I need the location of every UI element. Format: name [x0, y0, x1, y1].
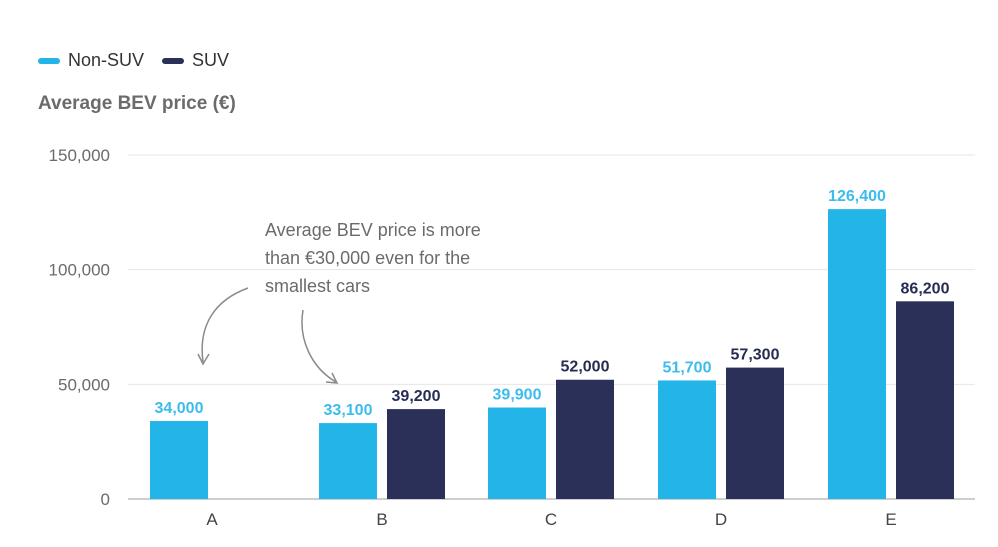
bar-non-suv-A [150, 421, 208, 499]
bar-suv-C [556, 379, 614, 499]
data-label-non-suv-E: 126,400 [828, 188, 886, 205]
annotation-line-3: smallest cars [265, 276, 370, 296]
data-label-suv-B: 39,200 [392, 388, 441, 405]
data-label-non-suv-B: 33,100 [324, 402, 373, 419]
data-label-non-suv-D: 51,700 [663, 359, 712, 376]
bar-non-suv-E [828, 209, 886, 499]
y-tick-label-150000: 150,000 [49, 146, 110, 165]
y-tick-label-50000: 50,000 [58, 375, 110, 394]
legend-swatch-non-suv [38, 57, 60, 64]
annotation-arrowhead-b [325, 372, 339, 384]
data-label-suv-D: 57,300 [731, 347, 780, 364]
annotation-arrowhead-a [197, 353, 210, 366]
data-label-suv-C: 52,000 [561, 359, 610, 376]
x-tick-label-A: A [206, 510, 218, 529]
x-tick-label-C: C [545, 510, 557, 529]
data-label-non-suv-A: 34,000 [155, 400, 204, 417]
x-tick-label-D: D [715, 510, 727, 529]
annotation-arrow-b [301, 309, 337, 383]
annotation-arrow-a [201, 287, 249, 363]
bar-non-suv-C [488, 407, 546, 499]
bar-suv-E [896, 301, 954, 499]
x-tick-label-E: E [885, 510, 896, 529]
legend-label-non-suv: Non-SUV [68, 50, 145, 70]
legend-item-non-suv[interactable]: Non-SUV [38, 50, 144, 71]
legend-item-suv[interactable]: SUV [162, 50, 229, 71]
y-axis-title: Average BEV price (€) [38, 93, 236, 114]
data-label-suv-E: 86,200 [901, 280, 950, 297]
y-tick-label-0: 0 [101, 490, 110, 509]
bar-non-suv-B [319, 423, 377, 499]
legend: Non-SUV SUV [38, 50, 229, 71]
legend-swatch-suv [162, 57, 185, 64]
annotation-line-2: than €30,000 even for the [265, 248, 470, 268]
y-tick-label-100000: 100,000 [49, 261, 110, 280]
bar-suv-B [387, 409, 445, 499]
bar-suv-D [726, 367, 784, 499]
legend-label-suv: SUV [192, 50, 230, 70]
bar-non-suv-D [658, 380, 716, 499]
annotation-line-1: Average BEV price is more [265, 220, 481, 240]
data-label-non-suv-C: 39,900 [493, 386, 542, 403]
x-tick-label-B: B [376, 510, 387, 529]
